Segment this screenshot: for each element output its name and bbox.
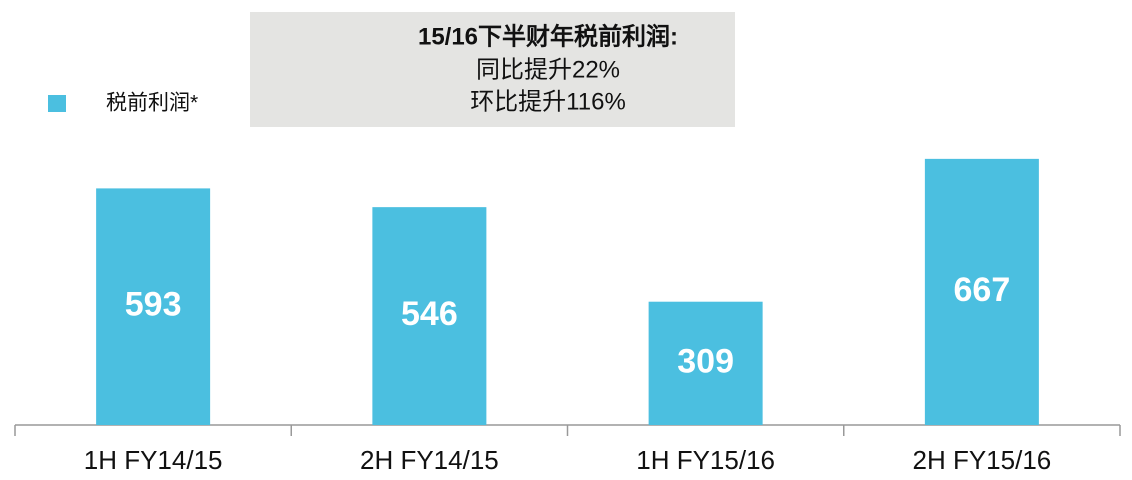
bar	[372, 207, 487, 425]
legend-swatch	[48, 95, 66, 112]
value-label: 546	[401, 295, 458, 333]
annotation-box	[250, 12, 735, 127]
annotation-title: 15/16下半财年税前利润:	[418, 22, 678, 50]
value-label: 593	[125, 286, 182, 324]
x-tick-label: 1H FY15/16	[636, 445, 775, 475]
bar	[96, 188, 211, 425]
annotation-line: 同比提升22%	[476, 56, 620, 83]
value-label: 667	[954, 271, 1011, 309]
x-tick-label: 2H FY14/15	[360, 445, 499, 475]
bar	[648, 301, 763, 425]
bar	[924, 158, 1039, 425]
legend-label: 税前利润*	[106, 92, 198, 115]
value-label: 309	[677, 342, 734, 380]
x-tick-label: 1H FY14/15	[84, 445, 223, 475]
x-tick-label: 2H FY15/16	[913, 445, 1052, 475]
annotation-line: 环比提升116%	[470, 88, 626, 115]
